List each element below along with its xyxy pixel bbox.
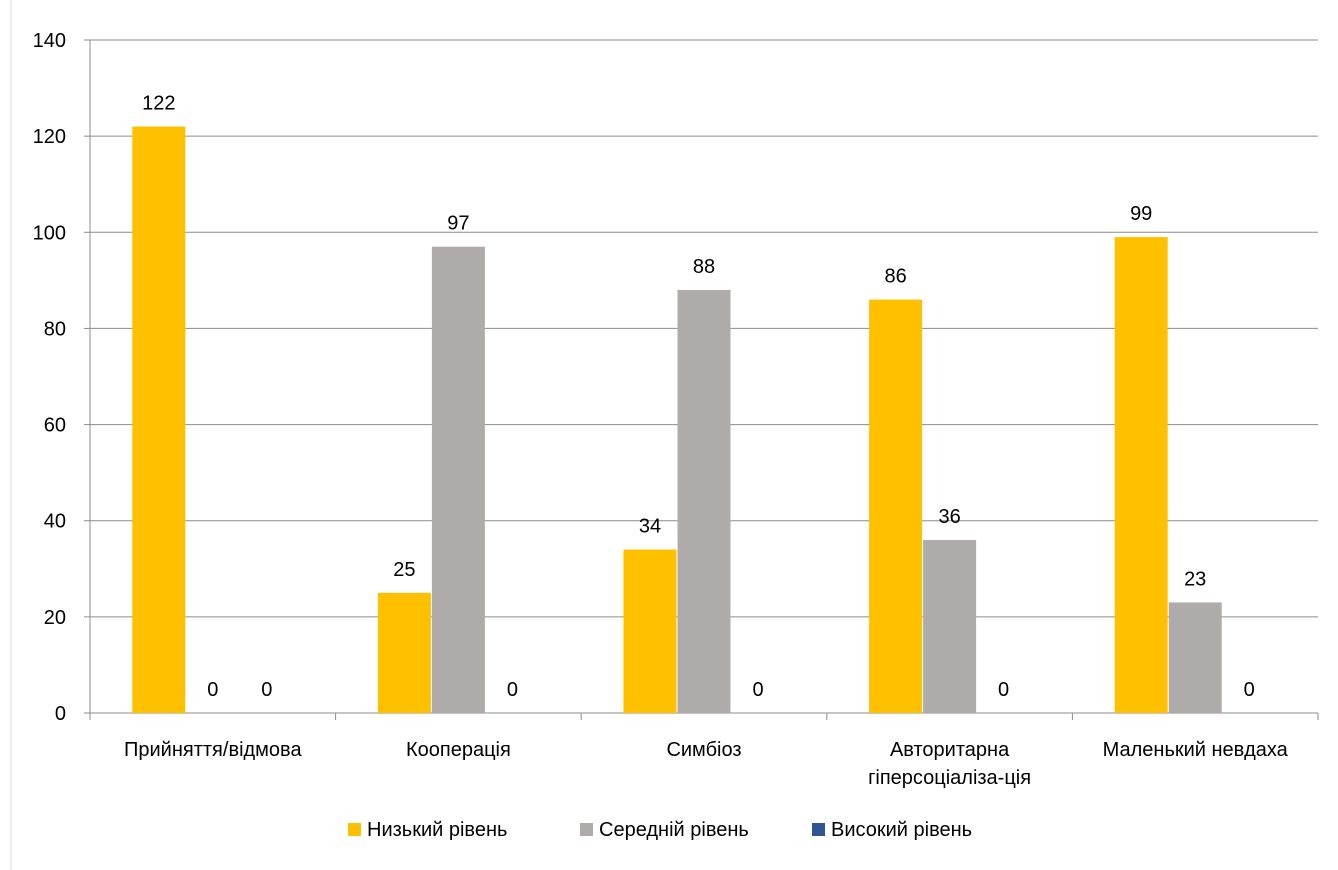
x-tick-label: Прийняття/відмова <box>124 739 302 761</box>
y-tick-label: 60 <box>44 415 66 437</box>
bar <box>623 549 677 713</box>
y-tick-label: 140 <box>33 30 66 52</box>
data-label: 0 <box>261 679 272 701</box>
y-tick-label: 80 <box>44 318 66 340</box>
axes: 0 20 40 60 80 100 120 140 Прийняття/відмова Коопе… <box>33 30 1319 789</box>
data-label: 0 <box>207 679 218 701</box>
bar <box>431 246 485 713</box>
legend: Низький рівень Середній рівень Високий рів… <box>348 819 972 841</box>
legend-label: Високий рівень <box>831 819 972 841</box>
data-label: 25 <box>393 559 415 581</box>
legend-swatch <box>580 823 593 836</box>
data-label: 23 <box>1184 568 1206 590</box>
bar <box>377 592 431 713</box>
bar <box>923 539 977 713</box>
data-label: 34 <box>639 516 661 538</box>
data-label: 0 <box>507 679 518 701</box>
legend-label: Низький рівень <box>367 819 507 841</box>
x-tick-label: Кооперація <box>406 739 511 761</box>
data-label: 86 <box>884 266 906 288</box>
bar <box>132 126 186 714</box>
legend-swatch <box>348 823 361 836</box>
y-tick-label: 40 <box>44 511 66 533</box>
data-label: 97 <box>447 213 469 235</box>
data-label: 122 <box>142 93 175 115</box>
bar <box>1168 602 1222 713</box>
bar <box>1114 237 1168 714</box>
bars <box>132 126 1222 714</box>
y-tick-label: 0 <box>55 703 66 725</box>
bar <box>869 299 923 713</box>
data-label: 0 <box>998 679 1009 701</box>
data-labels: 122 0 0 25 97 0 34 88 0 86 36 0 99 23 0 <box>142 93 1255 701</box>
data-label: 99 <box>1130 203 1152 225</box>
data-label: 36 <box>938 506 960 528</box>
x-tick-label: гіперсоціаліза-ція <box>868 767 1031 789</box>
data-label: 88 <box>693 256 715 278</box>
y-tick-label: 20 <box>44 607 66 629</box>
data-label: 0 <box>752 679 763 701</box>
data-label: 0 <box>1244 679 1255 701</box>
x-tick-label: Симбіоз <box>666 739 741 761</box>
legend-label: Середній рівень <box>599 819 749 841</box>
y-tick-label: 100 <box>33 222 66 244</box>
bar <box>677 289 731 713</box>
x-tick-label: Маленький невдаха <box>1103 739 1289 761</box>
x-tick-label: Авторитарна <box>890 739 1010 761</box>
y-tick-label: 120 <box>33 126 66 148</box>
legend-swatch <box>812 823 825 836</box>
